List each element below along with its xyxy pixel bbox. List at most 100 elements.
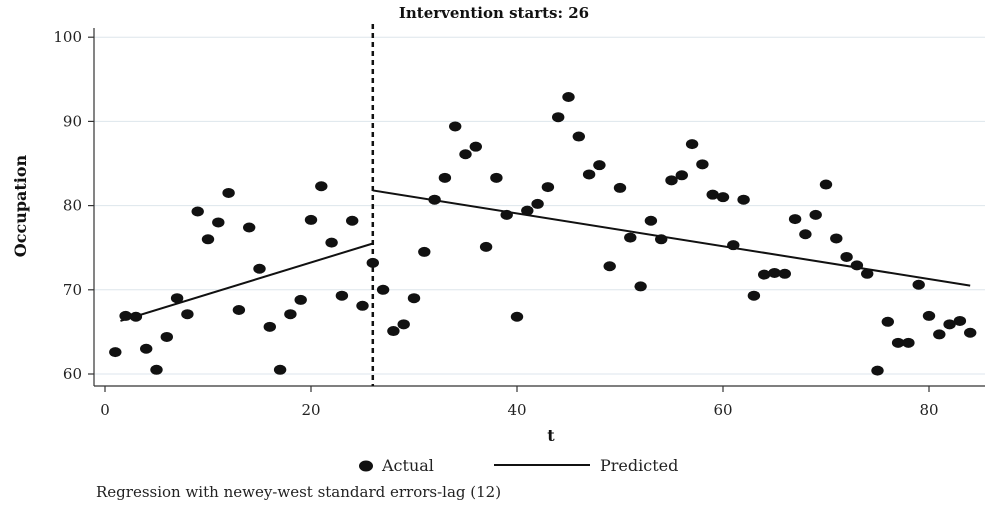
data-point [109,347,122,358]
data-point [521,205,534,216]
data-point [140,343,153,354]
data-point [634,281,647,292]
chart-title: Intervention starts: 26 [399,4,589,22]
legend: Actual Predicted [359,456,678,475]
predicted-segment-1 [120,242,374,322]
data-point [799,229,812,240]
data-point [747,290,761,301]
x-tick-label-20: 20 [301,401,320,419]
axes [93,28,985,387]
data-point [768,267,781,278]
x-tick-label-80: 80 [919,401,938,419]
data-point [160,331,173,342]
data-point [510,311,524,322]
data-point [964,327,977,338]
legend-actual-label: Actual [381,456,434,475]
data-point [201,234,215,245]
data-point [449,121,462,132]
data-point [891,337,905,348]
y-tick-label-80: 80 [63,197,82,215]
data-point [912,279,925,290]
data-point [428,194,441,205]
data-point [685,139,699,150]
data-point [861,268,874,279]
data-point [273,364,287,375]
data-point [582,169,596,180]
data-point [819,179,833,190]
data-point [809,209,822,220]
data-point [871,365,884,376]
data-point [181,309,194,320]
data-point [840,251,853,262]
y-ticks: 60 70 80 90 100 [53,28,94,383]
data-point [315,181,328,192]
data-point [850,260,864,271]
y-tick-label-90: 90 [63,112,82,130]
data-point [294,294,307,305]
data-point [593,160,606,171]
y-tick-label-100: 100 [53,28,82,46]
data-point [170,293,184,304]
data-point [644,215,658,226]
data-point [418,246,431,257]
data-point [376,284,390,295]
data-point [387,326,400,337]
data-point [933,329,946,340]
data-point [541,182,555,193]
data-point [232,305,246,316]
data-point [284,309,297,320]
data-point [922,310,936,321]
data-point [243,222,256,233]
data-point [552,112,565,123]
data-point [902,337,915,348]
regression-note: Regression with newey-west standard erro… [96,483,501,501]
data-point [253,263,266,274]
data-point [562,91,575,102]
legend-actual-marker [359,460,373,472]
data-point [356,300,369,311]
data-point [696,159,709,170]
y-tick-label-60: 60 [63,365,82,383]
x-axis-label: t [547,426,555,445]
data-point [675,170,688,181]
data-point [366,257,379,268]
data-point [788,214,802,225]
data-point [191,206,204,217]
data-point [304,214,318,225]
data-point [500,209,513,220]
data-point [665,175,678,186]
data-point [706,189,719,200]
data-point [212,217,225,228]
data-point [469,141,482,152]
data-point [881,316,894,327]
data-point [737,194,750,205]
data-point [716,192,730,203]
data-point [397,319,410,330]
legend-predicted-label: Predicted [600,456,678,475]
actual-series [109,91,977,376]
x-tick-label-60: 60 [713,401,732,419]
data-point [438,172,452,183]
data-point [655,234,668,245]
data-point [119,310,132,321]
data-point [490,172,503,183]
data-point [459,149,472,160]
data-point [603,261,616,272]
data-point [624,232,637,243]
predicted-segment-2 [372,189,971,287]
data-point [943,319,956,330]
data-point [953,315,967,326]
data-point [613,182,627,193]
y-tick-label-70: 70 [63,281,82,299]
data-point [727,240,740,251]
data-point [531,198,544,209]
data-point [479,241,493,252]
x-tick-label-40: 40 [507,401,526,419]
data-point [325,237,338,248]
data-point [150,364,163,375]
data-point [222,187,235,198]
data-point [830,233,843,244]
x-tick-label-0: 0 [100,401,110,419]
data-point [263,321,276,332]
